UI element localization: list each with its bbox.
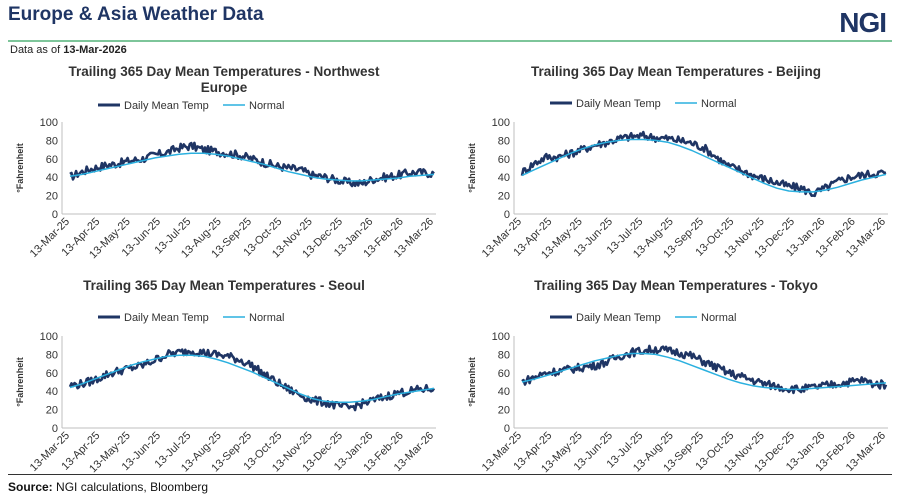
y-tick-label: 100 [492,117,510,129]
ngi-logo: NGI [839,7,887,38]
y-tick-label: 0 [504,423,510,435]
chart-title: Trailing 365 Day Mean Temperatures - Seo… [83,278,365,293]
series-normal [69,152,435,182]
y-tick-label: 80 [498,135,510,147]
legend-label: Daily Mean Temp [124,312,209,324]
y-tick-label: 100 [40,331,58,343]
line-chart: Trailing 365 Day Mean Temperatures - Nor… [15,64,436,261]
series-normal [521,352,887,391]
legend-label: Daily Mean Temp [576,98,661,110]
legend-item: Daily Mean Temp [98,100,209,112]
y-tick-label: 40 [498,386,510,398]
y-tick-label: 40 [46,172,58,184]
y-axis-label: °Fahrenheit [15,357,25,407]
y-axis-label: °Fahrenheit [15,143,25,193]
legend-label: Normal [249,100,284,112]
legend-item: Normal [675,312,736,324]
page-title: Europe & Asia Weather Data [8,4,264,25]
data-as-of: Data as of 13-Mar-2026 [10,44,127,56]
footer-divider [8,474,892,475]
legend-label: Daily Mean Temp [576,312,661,324]
y-tick-label: 0 [52,209,58,221]
legend-label: Normal [701,98,736,110]
chart-legend: Daily Mean Temp Normal [98,312,284,324]
y-axis-label: °Fahrenheit [467,143,477,193]
legend-label: Daily Mean Temp [124,100,209,112]
chart-legend: Daily Mean Temp Normal [98,100,284,112]
y-tick-label: 0 [52,423,58,435]
y-tick-label: 20 [46,405,58,417]
chart-legend: Daily Mean Temp Normal [550,312,736,324]
chart-panel-northwest-europe: Trailing 365 Day Mean Temperatures - Nor… [4,56,444,271]
y-tick-label: 40 [46,386,58,398]
source-label: Source: [8,480,53,494]
legend-item: Daily Mean Temp [98,312,209,324]
y-tick-label: 100 [492,331,510,343]
legend-item: Daily Mean Temp [550,312,661,324]
y-tick-label: 100 [40,117,58,129]
legend-item: Normal [223,312,284,324]
y-tick-label: 60 [498,368,510,380]
chart-title: Trailing 365 Day Mean Temperatures - Bei… [531,64,821,79]
y-tick-label: 0 [504,209,510,221]
chart-title: Trailing 365 Day Mean Temperatures - Tok… [534,278,818,293]
series-daily-mean-temp [521,344,888,395]
y-tick-label: 60 [498,154,510,166]
source-text: NGI calculations, Bloomberg [56,480,209,494]
y-tick-label: 40 [498,172,510,184]
source-note: Source: NGI calculations, Bloomberg [8,480,208,494]
chart-title: Trailing 365 Day Mean Temperatures - Nor… [68,64,380,95]
series-normal [69,354,435,403]
y-tick-label: 20 [498,405,510,417]
y-tick-label: 60 [46,368,58,380]
series-normal [521,138,887,193]
y-tick-label: 80 [498,349,510,361]
line-chart: Trailing 365 Day Mean Temperatures - Tok… [467,278,888,475]
legend-item: Daily Mean Temp [550,98,661,110]
as-of-label: Data as of [10,44,61,56]
chart-panel-beijing: Trailing 365 Day Mean Temperatures - Bei… [456,56,896,271]
y-tick-label: 20 [498,191,510,203]
y-tick-label: 20 [46,191,58,203]
series-daily-mean-temp [69,141,435,188]
header-divider [8,40,892,42]
y-tick-label: 80 [46,349,58,361]
series-daily-mean-temp [520,130,887,198]
series-daily-mean-temp [68,348,436,412]
chart-legend: Daily Mean Temp Normal [550,98,736,110]
as-of-date: 13-Mar-2026 [63,44,127,56]
legend-label: Normal [701,312,736,324]
chart-panel-tokyo: Trailing 365 Day Mean Temperatures - Tok… [456,270,896,485]
line-chart: Trailing 365 Day Mean Temperatures - Seo… [15,278,436,475]
y-axis-label: °Fahrenheit [467,357,477,407]
y-tick-label: 60 [46,154,58,166]
legend-item: Normal [223,100,284,112]
chart-panel-seoul: Trailing 365 Day Mean Temperatures - Seo… [4,270,444,485]
legend-label: Normal [249,312,284,324]
line-chart: Trailing 365 Day Mean Temperatures - Bei… [467,64,888,261]
y-tick-label: 80 [46,135,58,147]
legend-item: Normal [675,98,736,110]
